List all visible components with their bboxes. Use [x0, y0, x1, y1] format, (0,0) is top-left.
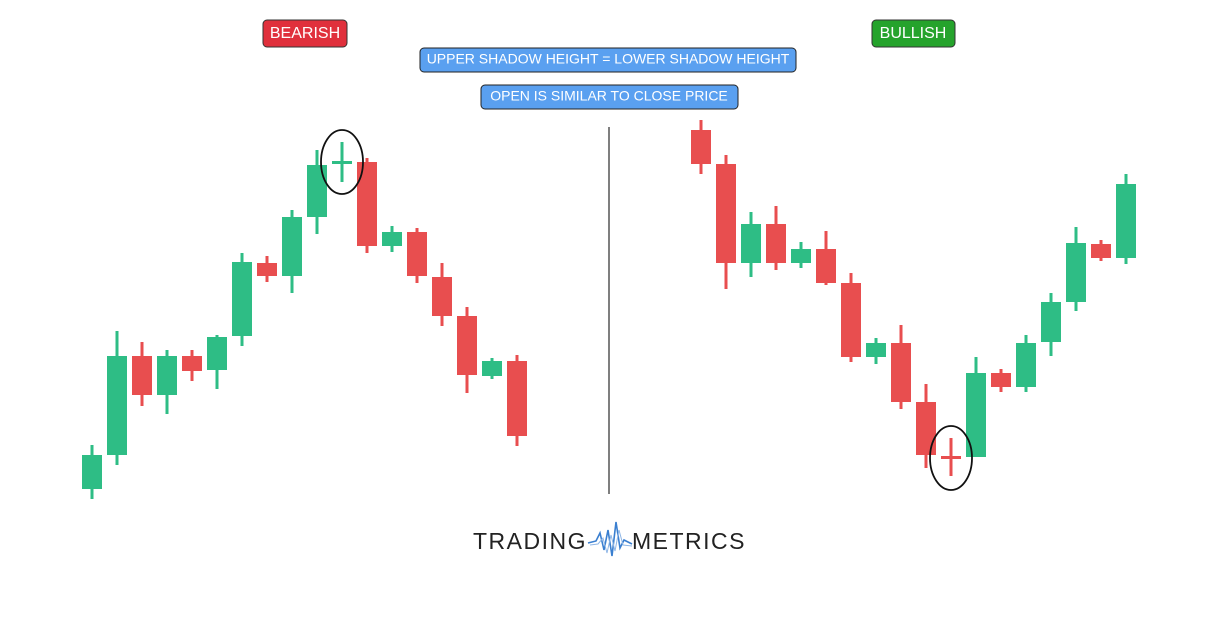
candle-body: [482, 361, 502, 376]
candle-body: [991, 373, 1011, 387]
candle-body: [916, 402, 936, 455]
candle-body: [507, 361, 527, 436]
candle-body: [457, 316, 477, 375]
candle-body: [357, 162, 377, 246]
candle-body: [107, 356, 127, 455]
candle-body: [157, 356, 177, 395]
candle-body: [816, 249, 836, 283]
candle-body: [1091, 244, 1111, 258]
candle-body: [791, 249, 811, 263]
candle-body: [966, 373, 986, 457]
candle-body: [1116, 184, 1136, 258]
candle-body: [132, 356, 152, 395]
bearish-label: BEARISH: [270, 25, 340, 42]
bullish-label: BULLISH: [880, 25, 947, 42]
candle-body: [232, 262, 252, 336]
note: OPEN IS SIMILAR TO CLOSE PRICE: [490, 88, 728, 104]
candle-body: [257, 263, 277, 276]
logo-icon: [589, 529, 633, 554]
candle-body: [766, 224, 786, 263]
candle-body: [741, 224, 761, 263]
candle-body: [407, 232, 427, 276]
candle-body: [282, 217, 302, 276]
note-badge: [480, 84, 739, 110]
candles: [82, 120, 1136, 499]
candle-body: [866, 343, 886, 357]
logo-icon: [587, 521, 633, 557]
candle-body: [941, 456, 961, 459]
candle-body: [891, 343, 911, 402]
candle-body: [691, 130, 711, 164]
logo-text: TRADING: [473, 528, 587, 554]
logo-text: METRICS: [632, 528, 746, 554]
candle-body: [1016, 343, 1036, 387]
candle-body: [332, 161, 352, 164]
note-badge: [419, 47, 797, 73]
highlight-circle: [929, 425, 973, 491]
candle-body: [382, 232, 402, 246]
candle-body: [207, 337, 227, 370]
candle-body: [716, 164, 736, 263]
note: UPPER SHADOW HEIGHT = LOWER SHADOW HEIGH…: [427, 51, 790, 67]
bearish-badge: [262, 19, 348, 48]
candle-body: [432, 277, 452, 316]
candle-body: [307, 165, 327, 217]
candle-body: [82, 455, 102, 489]
highlight-circle: [320, 129, 364, 195]
candle-body: [1041, 302, 1061, 342]
candle-body: [841, 283, 861, 357]
candle-body: [1066, 243, 1086, 302]
bullish-badge: [871, 19, 956, 48]
candle-body: [182, 356, 202, 371]
